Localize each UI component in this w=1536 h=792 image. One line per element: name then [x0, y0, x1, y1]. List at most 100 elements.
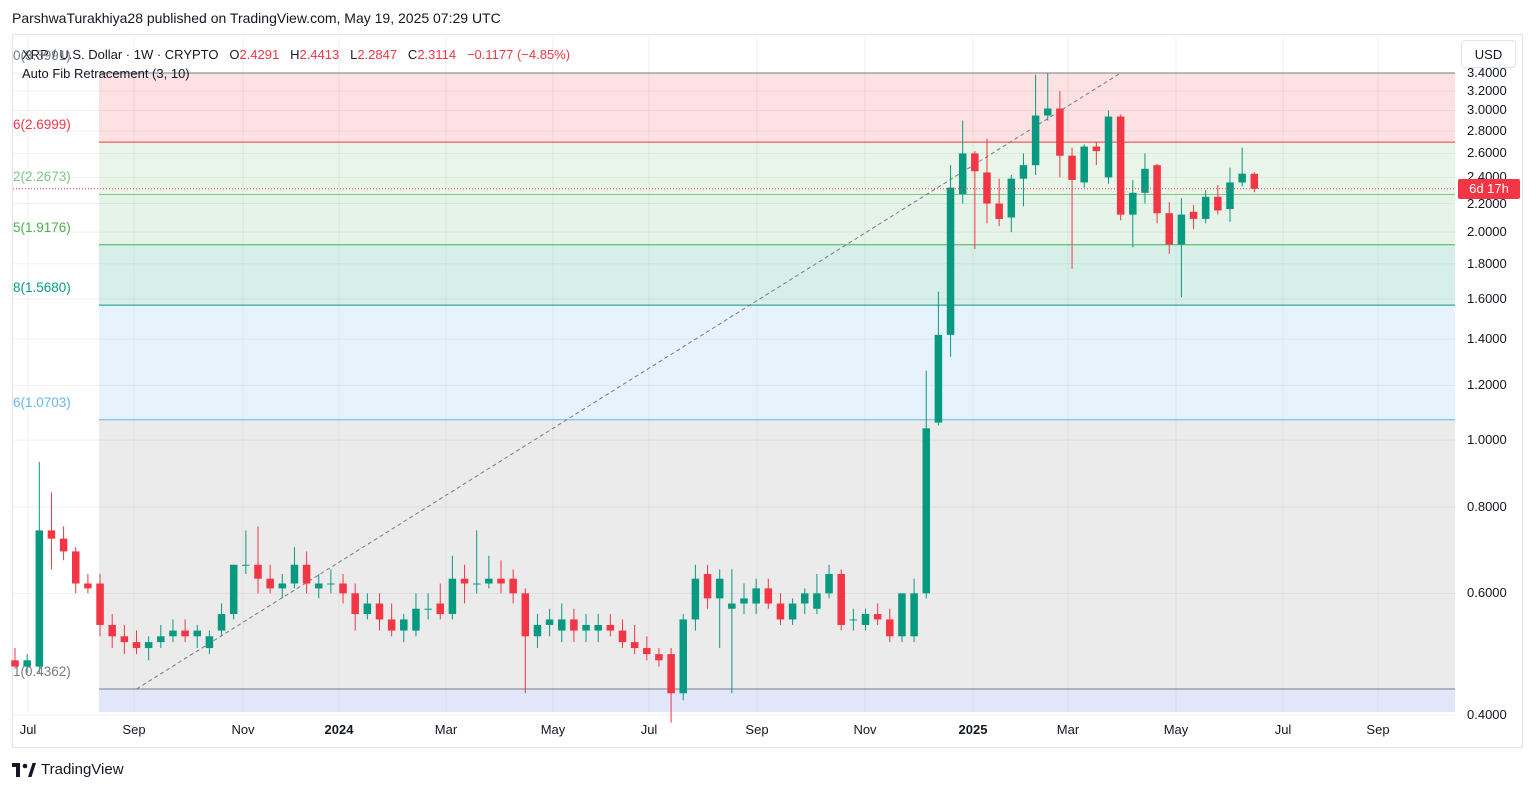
candle [594, 614, 602, 643]
candle [715, 569, 724, 649]
candle [801, 588, 809, 615]
candle-body [254, 564, 262, 579]
fib-zone-4 [99, 305, 1455, 420]
candle-body [472, 583, 481, 585]
candle-body [169, 630, 177, 637]
time-tick-label: May [1163, 722, 1189, 737]
tradingview-brand: TradingView [41, 761, 124, 778]
candle [934, 291, 943, 426]
candle-body [448, 578, 457, 615]
candle [1031, 74, 1040, 175]
candle [290, 547, 299, 589]
candle [788, 598, 797, 625]
candle [35, 461, 44, 674]
currency-button[interactable]: USD [1461, 40, 1516, 68]
candle-body [570, 619, 578, 631]
candle [266, 564, 274, 594]
candle-body [1104, 116, 1113, 178]
candle-body [1116, 116, 1125, 215]
candle-body [59, 538, 68, 552]
candle [351, 583, 359, 631]
tradingview-footer[interactable]: TradingView [12, 761, 124, 778]
candle-body [813, 593, 821, 609]
candle [971, 151, 979, 250]
candle-body [715, 578, 724, 599]
price-tick-label: 2.0000 [1467, 224, 1507, 240]
candle [460, 564, 469, 604]
candle [1226, 167, 1234, 222]
candle-body [1250, 173, 1259, 189]
candle [96, 573, 104, 637]
candle-body [558, 619, 566, 631]
candle-body [873, 614, 882, 620]
time-tick-label: Sep [745, 722, 769, 737]
candle [752, 578, 760, 615]
candle [1189, 204, 1198, 230]
candles [11, 72, 1259, 723]
candle [23, 654, 31, 674]
candle-body [655, 654, 663, 661]
fib-trend-line[interactable] [136, 72, 1121, 690]
candle-body [108, 624, 116, 637]
candle [302, 551, 311, 594]
candle [120, 624, 129, 655]
candle-body [400, 619, 408, 631]
candle-body [132, 642, 141, 649]
time-tick-label: 2024 [324, 722, 354, 737]
candle [776, 593, 785, 625]
candle-body [788, 603, 797, 620]
candle [691, 564, 700, 631]
candle [873, 603, 882, 625]
price-tick-label: 3.4000 [1467, 64, 1507, 80]
bar-countdown: 6d 17h [1458, 178, 1520, 199]
candle [886, 608, 894, 643]
high-value: 2.4413 [299, 47, 340, 62]
candle-body [351, 593, 359, 615]
candle [448, 555, 457, 620]
close-value: 2.3114 [417, 47, 457, 62]
candle-body [898, 593, 906, 637]
candle [1165, 202, 1173, 254]
symbol-name[interactable]: XRP / U.S. Dollar · 1W · CRYPTO [22, 47, 219, 62]
time-tick-label: Mar [1056, 722, 1080, 737]
candle-body [1189, 211, 1198, 219]
candle-body [302, 564, 311, 584]
candle-body [412, 608, 420, 631]
candle [606, 614, 615, 637]
candle-body [339, 583, 347, 594]
candle-body [1214, 196, 1222, 211]
low-label: L [350, 47, 358, 62]
price-tick-label: 3.0000 [1467, 102, 1507, 118]
candle-body [1153, 165, 1161, 214]
price-tick-label: 2.6000 [1467, 145, 1507, 161]
candle [242, 530, 250, 574]
candle [436, 583, 444, 620]
candle [1201, 190, 1210, 224]
candle-body [934, 334, 943, 423]
candle-body [460, 578, 469, 584]
candle [1056, 91, 1064, 178]
time-tick-label: Nov [231, 722, 255, 737]
candle [1080, 144, 1088, 188]
candle [667, 648, 675, 723]
candle-body [229, 564, 238, 615]
candle-body [910, 593, 918, 637]
candle [618, 619, 627, 649]
price-tick-label: 0.4000 [1467, 706, 1507, 722]
candle-body [120, 636, 129, 643]
candle-body [667, 654, 675, 694]
candle [1044, 72, 1052, 121]
price-tick-label: 1.0000 [1467, 432, 1507, 448]
open-value: 2.4291 [239, 47, 280, 62]
candle-body [193, 630, 201, 637]
candle-body [375, 603, 384, 620]
candle [946, 165, 955, 357]
price-tick-label: 3.2000 [1467, 83, 1507, 99]
fib-zone-bottom [99, 689, 1455, 712]
indicator-name[interactable]: Auto Fib Retracement (3, 10) [22, 66, 190, 81]
high-label: H [290, 47, 300, 62]
candle-body [424, 608, 432, 610]
fib-level-label: 2(2.2673) [13, 169, 71, 185]
candle-body [521, 593, 530, 637]
